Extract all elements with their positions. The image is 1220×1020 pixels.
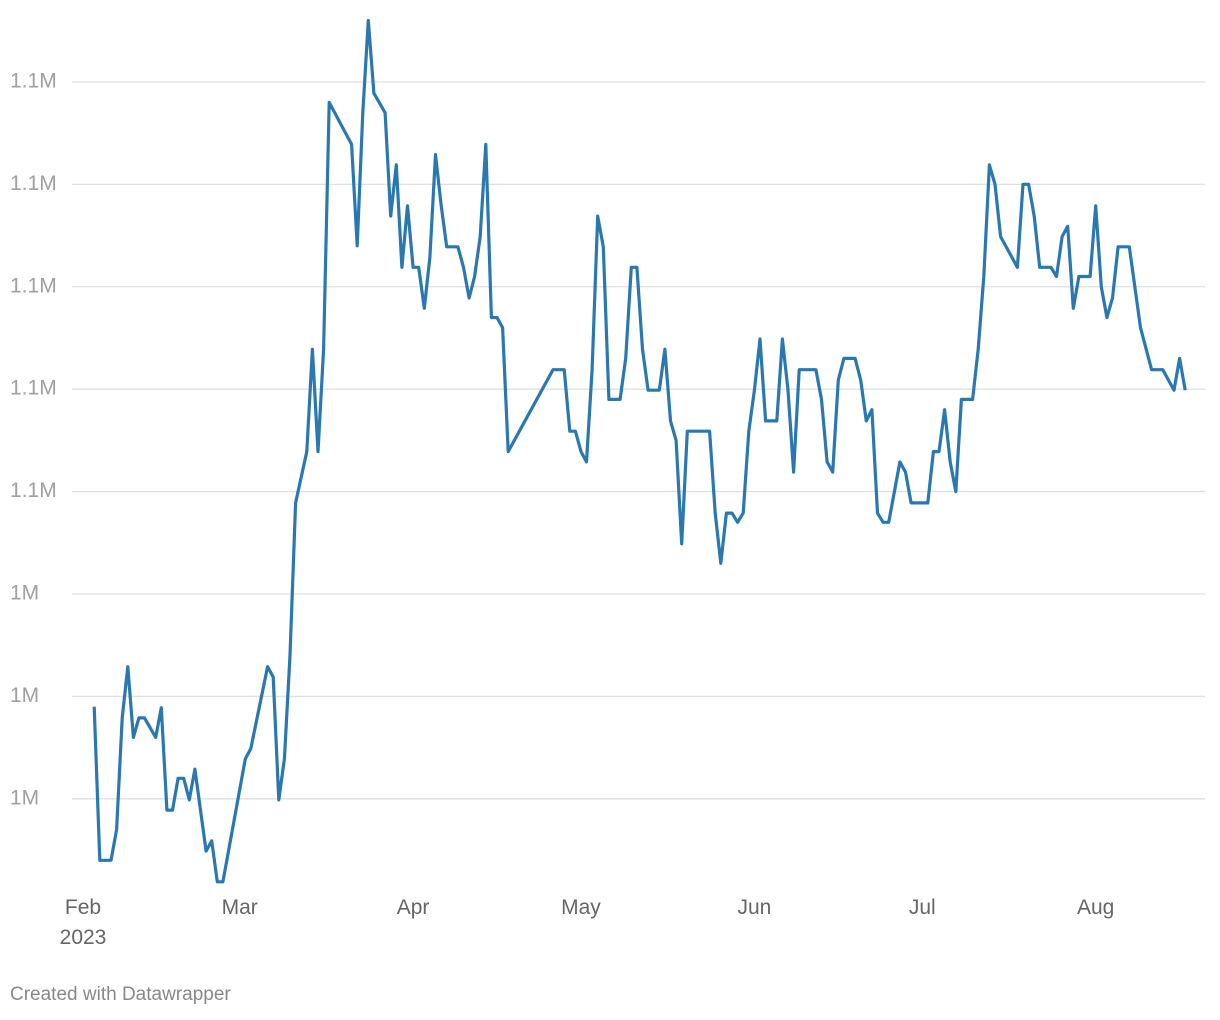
x-tick-label: May [561, 896, 601, 919]
y-tick-label: 1M [10, 786, 39, 809]
x-tick-label: Jun [737, 896, 772, 919]
x-tick-label: Feb 2023 [59, 896, 107, 949]
footer: Created with Datawrapper [10, 984, 231, 1005]
y-tick-label: 1.1M [10, 172, 57, 195]
y-tick-label: 1.1M [10, 274, 57, 297]
x-tick-label: Apr [396, 896, 430, 919]
y-tick-label: 1.1M [10, 479, 57, 502]
line-series [92, 18, 1187, 884]
y-tick-label: 1M [10, 684, 39, 707]
chart: 1M 1M 1M 1.1M 1.1M 1.1M 1.1M 1.1M [10, 18, 1205, 884]
y-tick-label: 1.1M [10, 69, 57, 92]
x-tick-label: Aug [1077, 896, 1115, 919]
y-tick-label: 1M [10, 582, 39, 605]
y-tick-label: 1.1M [10, 377, 57, 400]
x-tick-label: Jul [908, 896, 936, 919]
x-tick-label: Mar [221, 896, 258, 919]
